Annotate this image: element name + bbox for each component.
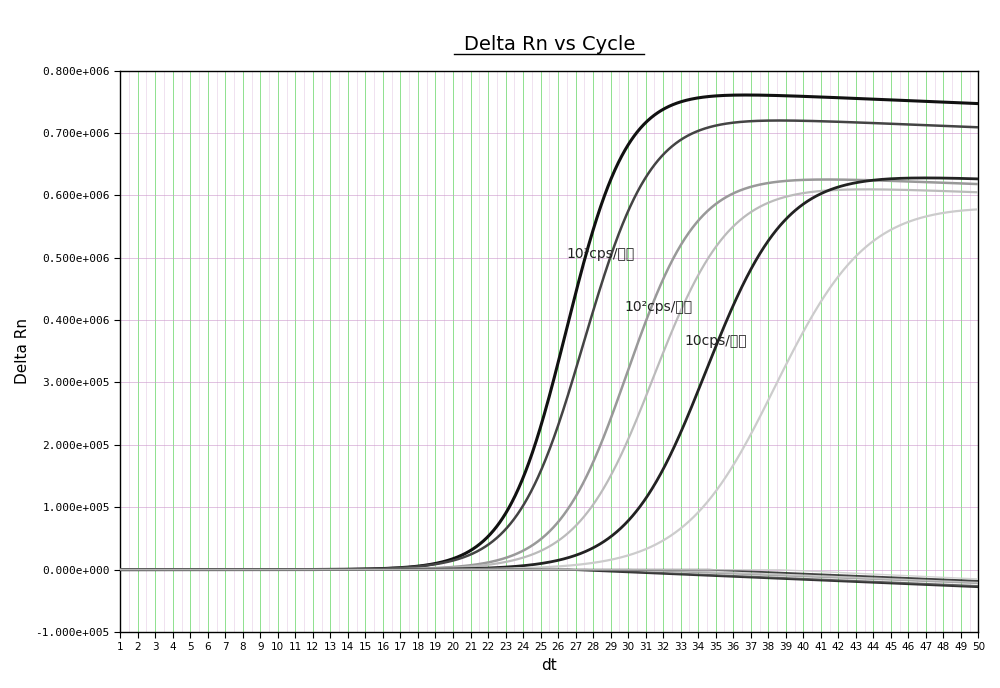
Text: 10³cps/反应: 10³cps/反应	[567, 247, 635, 261]
Text: 10²cps/反应: 10²cps/反应	[625, 300, 693, 314]
X-axis label: dt: dt	[541, 658, 557, 673]
Y-axis label: Delta Rn: Delta Rn	[15, 319, 30, 385]
Text: 10cps/反应: 10cps/反应	[684, 334, 747, 348]
Text: Delta Rn vs Cycle: Delta Rn vs Cycle	[464, 34, 635, 54]
